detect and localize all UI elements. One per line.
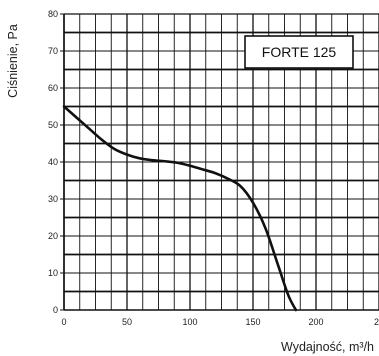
x-tick-label: 200 bbox=[308, 317, 323, 327]
y-tick-labels: 0 10 20 30 40 50 60 70 80 bbox=[48, 9, 64, 315]
x-tick-label: 150 bbox=[245, 317, 260, 327]
legend-label: FORTE 125 bbox=[262, 44, 337, 60]
legend-box: FORTE 125 bbox=[244, 35, 354, 69]
y-tick-label: 60 bbox=[48, 83, 58, 93]
series-group bbox=[62, 105, 298, 312]
y-tick-label: 0 bbox=[53, 305, 58, 315]
y-tick-label: 70 bbox=[48, 46, 58, 56]
x-tick-label: 50 bbox=[122, 317, 132, 327]
x-tick-label: 25 bbox=[374, 317, 379, 327]
y-tick-label: 30 bbox=[48, 194, 58, 204]
x-axis-label: Wydajność, m³/h bbox=[281, 340, 374, 354]
y-axis-label: Ciśnienie, Pa bbox=[6, 24, 20, 98]
legend-frame bbox=[244, 35, 354, 69]
y-tick-label: 40 bbox=[48, 157, 58, 167]
y-tick-label: 80 bbox=[48, 9, 58, 19]
y-tick-label: 20 bbox=[48, 231, 58, 241]
series-line bbox=[62, 105, 298, 312]
x-tick-label: 0 bbox=[61, 317, 66, 327]
x-tick-labels: 0 50 100 150 200 25 bbox=[61, 317, 379, 327]
y-tick-label: 50 bbox=[48, 120, 58, 130]
y-tick-label: 10 bbox=[48, 268, 58, 278]
grid bbox=[63, 13, 379, 311]
x-tick-label: 100 bbox=[182, 317, 197, 327]
